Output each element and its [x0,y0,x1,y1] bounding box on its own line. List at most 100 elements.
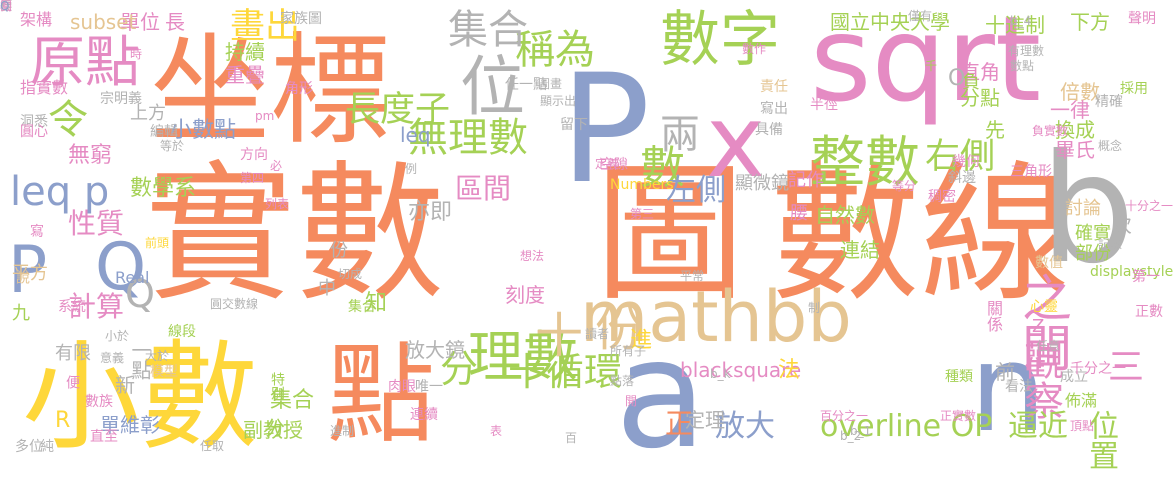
cloud-word: Real [115,268,150,287]
cloud-word: 大於 [145,349,170,363]
cloud-word: 佈滿 [1065,391,1098,410]
cloud-word: 直角 [960,60,1000,84]
cloud-word: 架構 [20,10,53,29]
cloud-word: Numbers [610,177,674,193]
cloud-word: 計算 [68,290,125,323]
cloud-word: 多位 [15,439,43,455]
cloud-word: 三 [1108,347,1145,388]
cloud-word: 模型 [150,364,178,380]
cloud-word: 聲明 [1128,11,1156,27]
cloud-word: 之間 [1014,272,1072,372]
cloud-word: 精確 [1095,94,1123,110]
cloud-word: 所有子 [610,344,647,358]
cloud-word: displaystyle [1090,264,1174,280]
cloud-word: 頂點 [1070,419,1095,433]
cloud-word: 開 [625,394,638,408]
cloud-word: 刻度 [505,283,545,307]
cloud-word: 前 [995,360,1015,384]
cloud-word: 十 [535,308,584,364]
cloud-word: mathbb [580,276,852,358]
cloud-word: 進 [630,328,653,353]
cloud-word: 數作 [742,42,767,56]
cloud-word: 想法 [520,249,545,263]
cloud-word: 討論 [1065,198,1101,219]
cloud-word: 自然數 [815,203,875,227]
cloud-word: 令 [48,97,88,143]
cloud-word: 指實數 [20,78,69,97]
cloud-word: 千分之一 [1070,361,1126,377]
cloud-word: 表 [490,424,503,438]
cloud-word: blacksquare [680,358,802,382]
cloud-word: 點 [327,333,436,458]
cloud-word: Q [125,272,155,316]
cloud-word: 分 [440,347,479,391]
cloud-word: 概念 [1098,139,1123,153]
cloud-word: n [970,320,1047,459]
cloud-word: 集合 [270,388,315,413]
cloud-word: 切成 [338,267,363,281]
cloud-word: 肉眼 [388,379,416,395]
cloud-word: 第四 [240,171,265,185]
cloud-word: 數族 [85,394,113,410]
cloud-word: 制 [808,301,821,315]
cloud-word: a [615,308,707,482]
cloud-word: overline OP [820,409,993,444]
cloud-word: sqrt [810,0,1042,128]
cloud-word: 無理數 [408,115,528,161]
cloud-word: 系統 [58,299,86,315]
cloud-word: 換成 [1055,118,1095,142]
cloud-word: 負 [959,72,980,90]
cloud-word: 放大鏡 [405,338,465,362]
cloud-word: 有限 [55,343,91,364]
cloud-word: 第一 [1132,269,1160,285]
cloud-word: P [8,233,48,308]
cloud-word: 點落 [610,374,635,388]
cloud-word: 圓交數線 [210,297,259,311]
cloud-word: 一點 [128,340,152,380]
cloud-word: 左側 [666,173,726,208]
cloud-word: 右側 [925,137,996,177]
cloud-word: 分點 [960,86,1000,110]
cloud-word: 十進制 [985,13,1045,37]
cloud-word: 幾何 [952,154,980,170]
cloud-word: 單維彰 [100,413,160,437]
cloud-word: 份 [330,240,348,261]
cloud-word: subset [70,10,137,34]
cloud-word: 必 [270,159,283,173]
cloud-word: 說 [14,270,30,284]
cloud-word: 前頭 [145,236,170,250]
cloud-word: 原點 [30,30,141,94]
cloud-word: 定理 [685,408,725,432]
cloud-word: 次 [1112,213,1132,237]
cloud-word: b_2 [840,429,862,443]
cloud-word: 實數 [145,148,446,322]
cloud-word: 長度 [345,90,416,130]
cloud-word: 任意 [1036,339,1061,353]
cloud-word: b_1 [850,424,872,438]
cloud-word: 讀者 [585,327,610,341]
cloud-word: 列表 [265,197,290,211]
cloud-word: 數字 [660,5,780,75]
cloud-word: 角形 [285,81,313,97]
cloud-word: 觀察 [1017,340,1063,420]
cloud-word: 逼近 [1008,409,1068,444]
cloud-word: 數線 [770,148,1071,322]
cloud-word: 等於 [160,139,185,153]
cloud-word: 重疊 [225,63,265,87]
cloud-word: 區間 [455,172,512,205]
cloud-word: 正 [665,407,694,440]
cloud-word: 小於 [105,329,130,343]
cloud-word: 責任 [760,79,788,95]
cloud-word: pm [255,109,275,123]
cloud-word: 長 [165,10,185,34]
cloud-word: 副教授 [243,418,303,442]
cloud-word: O [948,66,966,91]
cloud-word: R [55,408,71,433]
cloud-word: 時 [130,47,143,61]
cloud-word: 半徑 [810,97,838,113]
cloud-word: leq p [10,169,110,215]
cloud-word: 三角形 [1010,164,1052,180]
cloud-word: 平方 [12,263,48,284]
cloud-word: 新 [115,373,135,397]
cloud-word: Q [0,0,10,13]
